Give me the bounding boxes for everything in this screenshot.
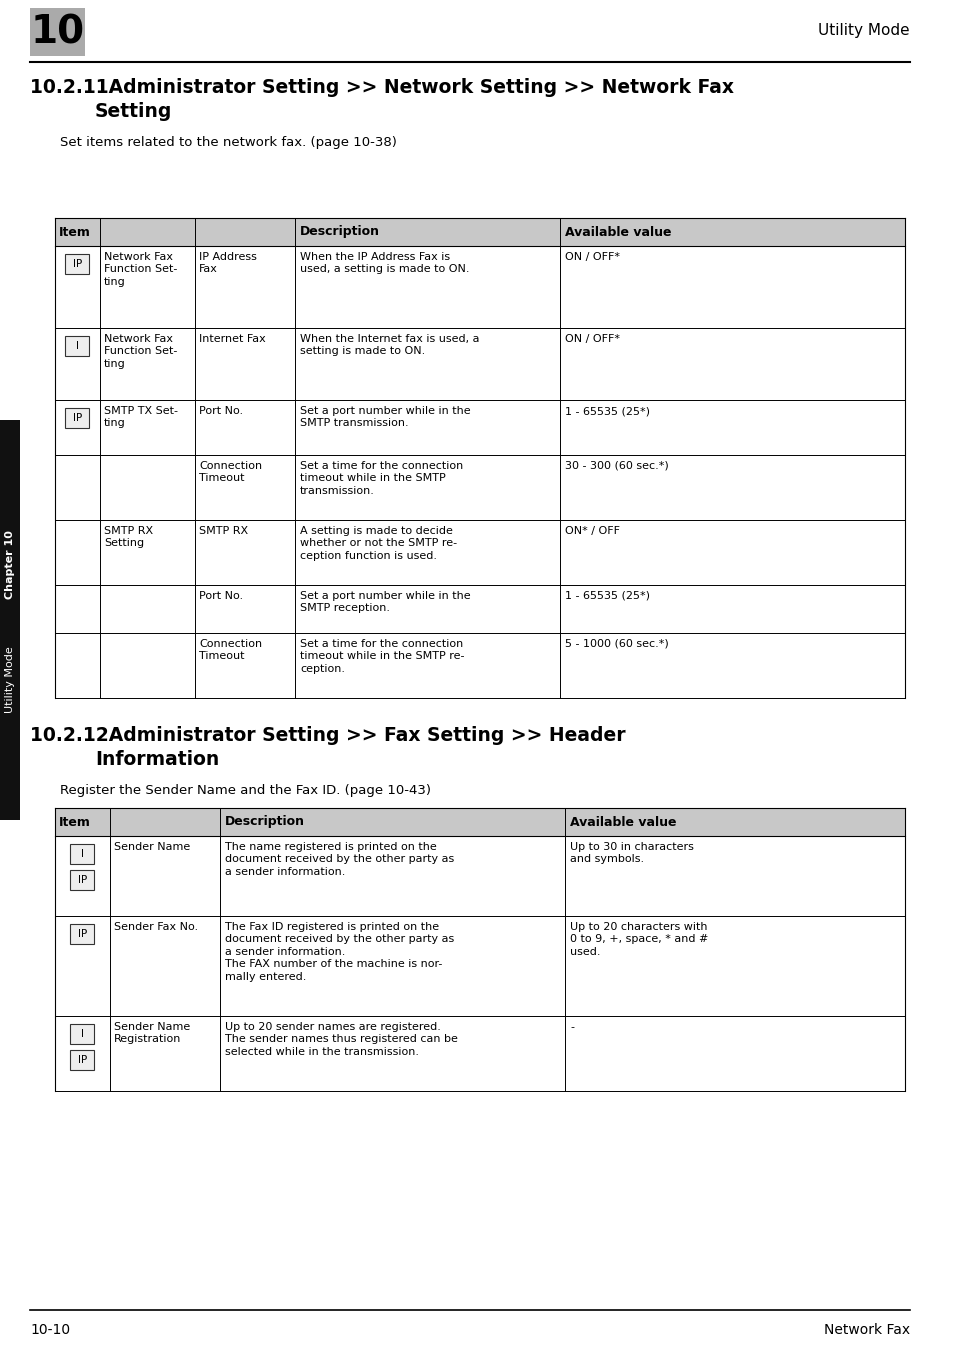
Text: Description: Description <box>225 815 305 829</box>
Text: Information: Information <box>95 750 219 769</box>
Text: Network Fax
Function Set-
ting: Network Fax Function Set- ting <box>104 251 177 287</box>
FancyBboxPatch shape <box>71 923 94 944</box>
Text: ON / OFF*: ON / OFF* <box>564 334 619 343</box>
Text: Available value: Available value <box>569 815 676 829</box>
Text: I: I <box>76 341 79 352</box>
Text: Sender Name: Sender Name <box>113 842 190 852</box>
Text: SMTP RX
Setting: SMTP RX Setting <box>104 526 153 549</box>
Text: I: I <box>81 849 84 859</box>
FancyBboxPatch shape <box>71 1051 94 1069</box>
Text: IP: IP <box>72 412 82 423</box>
FancyBboxPatch shape <box>0 420 20 821</box>
FancyBboxPatch shape <box>66 254 90 274</box>
FancyBboxPatch shape <box>71 844 94 864</box>
FancyBboxPatch shape <box>55 218 904 246</box>
Text: The Fax ID registered is printed on the
document received by the other party as
: The Fax ID registered is printed on the … <box>225 922 454 982</box>
Text: I: I <box>81 1029 84 1038</box>
Text: SMTP TX Set-
ting: SMTP TX Set- ting <box>104 406 178 429</box>
Text: Up to 20 sender names are registered.
The sender names thus registered can be
se: Up to 20 sender names are registered. Th… <box>225 1022 457 1057</box>
Text: Up to 20 characters with
0 to 9, +, space, * and #
used.: Up to 20 characters with 0 to 9, +, spac… <box>569 922 708 957</box>
Text: Set a time for the connection
timeout while in the SMTP
transmission.: Set a time for the connection timeout wh… <box>299 461 463 496</box>
Text: Utility Mode: Utility Mode <box>5 646 15 714</box>
Text: 10-10: 10-10 <box>30 1324 71 1337</box>
Text: The name registered is printed on the
document received by the other party as
a : The name registered is printed on the do… <box>225 842 454 877</box>
Text: IP Address
Fax: IP Address Fax <box>199 251 256 274</box>
Text: Sender Name
Registration: Sender Name Registration <box>113 1022 190 1044</box>
FancyBboxPatch shape <box>66 337 90 356</box>
Text: IP: IP <box>72 260 82 269</box>
Text: IP: IP <box>78 875 87 886</box>
Text: Connection
Timeout: Connection Timeout <box>199 639 262 661</box>
FancyBboxPatch shape <box>66 408 90 429</box>
Text: ON / OFF*: ON / OFF* <box>564 251 619 262</box>
Text: Internet Fax: Internet Fax <box>199 334 266 343</box>
Text: A setting is made to decide
whether or not the SMTP re-
ception function is used: A setting is made to decide whether or n… <box>299 526 456 561</box>
Text: When the Internet fax is used, a
setting is made to ON.: When the Internet fax is used, a setting… <box>299 334 479 357</box>
FancyBboxPatch shape <box>71 1023 94 1044</box>
Text: Register the Sender Name and the Fax ID. (page 10-43): Register the Sender Name and the Fax ID.… <box>60 784 431 796</box>
Text: Network Fax
Function Set-
ting: Network Fax Function Set- ting <box>104 334 177 369</box>
Text: -: - <box>569 1022 574 1032</box>
Text: 10: 10 <box>30 14 85 51</box>
Text: Item: Item <box>59 226 91 238</box>
Text: 10.2.12Administrator Setting >> Fax Setting >> Header: 10.2.12Administrator Setting >> Fax Sett… <box>30 726 625 745</box>
Text: Item: Item <box>59 815 91 829</box>
Text: Chapter 10: Chapter 10 <box>5 530 15 599</box>
Text: Setting: Setting <box>95 101 172 120</box>
Text: When the IP Address Fax is
used, a setting is made to ON.: When the IP Address Fax is used, a setti… <box>299 251 469 274</box>
FancyBboxPatch shape <box>30 8 85 55</box>
Text: Port No.: Port No. <box>199 406 243 416</box>
Text: IP: IP <box>78 1055 87 1065</box>
Text: Network Fax: Network Fax <box>823 1324 909 1337</box>
Text: SMTP RX: SMTP RX <box>199 526 248 535</box>
Text: 1 - 65535 (25*): 1 - 65535 (25*) <box>564 406 649 416</box>
Text: 10.2.11Administrator Setting >> Network Setting >> Network Fax: 10.2.11Administrator Setting >> Network … <box>30 78 733 97</box>
Text: Up to 30 in characters
and symbols.: Up to 30 in characters and symbols. <box>569 842 693 864</box>
Text: 30 - 300 (60 sec.*): 30 - 300 (60 sec.*) <box>564 461 668 470</box>
Text: 1 - 65535 (25*): 1 - 65535 (25*) <box>564 591 649 602</box>
Text: IP: IP <box>78 929 87 940</box>
FancyBboxPatch shape <box>71 869 94 890</box>
Text: ON* / OFF: ON* / OFF <box>564 526 619 535</box>
Text: 5 - 1000 (60 sec.*): 5 - 1000 (60 sec.*) <box>564 639 668 649</box>
Text: Connection
Timeout: Connection Timeout <box>199 461 262 484</box>
Text: Port No.: Port No. <box>199 591 243 602</box>
Text: Sender Fax No.: Sender Fax No. <box>113 922 198 932</box>
Text: Description: Description <box>299 226 379 238</box>
Text: Set a port number while in the
SMTP transmission.: Set a port number while in the SMTP tran… <box>299 406 470 429</box>
FancyBboxPatch shape <box>55 808 904 836</box>
Text: Set items related to the network fax. (page 10-38): Set items related to the network fax. (p… <box>60 137 396 149</box>
Text: Utility Mode: Utility Mode <box>818 23 909 38</box>
Text: Set a port number while in the
SMTP reception.: Set a port number while in the SMTP rece… <box>299 591 470 614</box>
Text: Available value: Available value <box>564 226 671 238</box>
Text: Set a time for the connection
timeout while in the SMTP re-
ception.: Set a time for the connection timeout wh… <box>299 639 464 673</box>
